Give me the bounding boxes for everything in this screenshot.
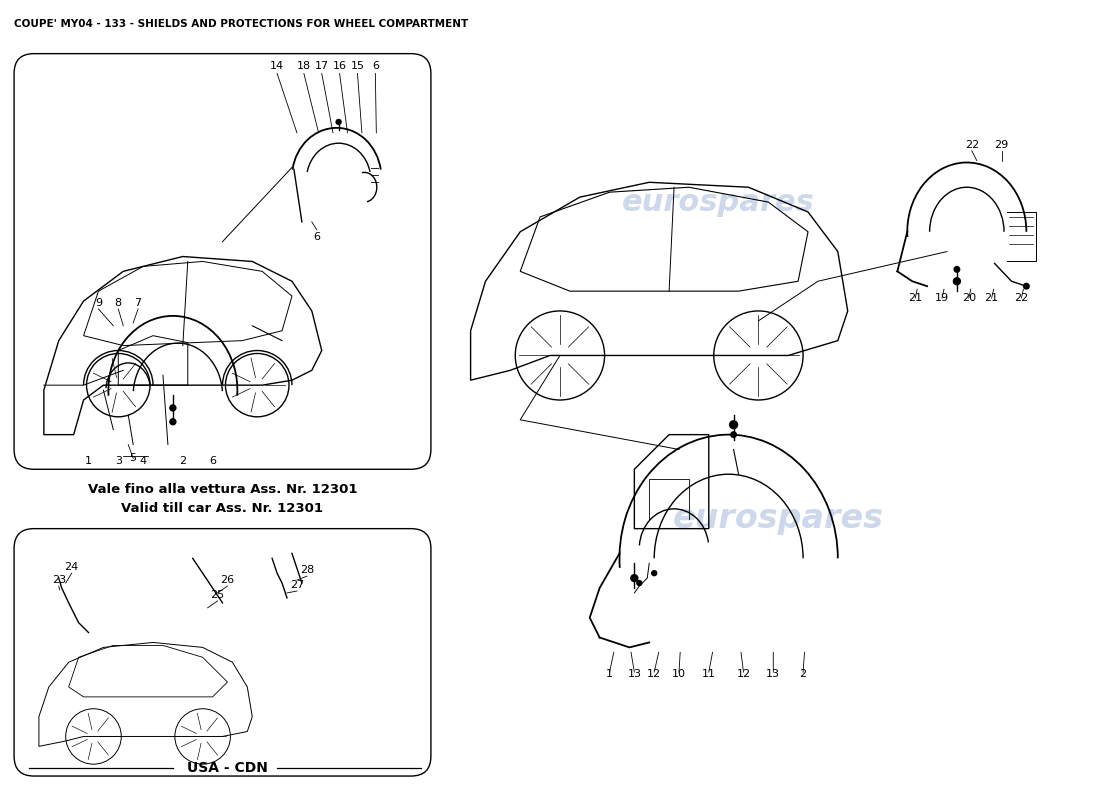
Text: eurospares: eurospares xyxy=(623,187,815,217)
Text: eurospares: eurospares xyxy=(143,646,301,670)
Text: 2: 2 xyxy=(800,669,806,679)
Text: 27: 27 xyxy=(289,580,304,590)
Text: 13: 13 xyxy=(767,669,780,679)
Text: 24: 24 xyxy=(65,562,79,572)
Text: 14: 14 xyxy=(270,62,284,71)
Circle shape xyxy=(730,432,736,438)
Text: Valid till car Ass. Nr. 12301: Valid till car Ass. Nr. 12301 xyxy=(121,502,323,515)
Circle shape xyxy=(337,119,341,125)
Text: Vale fino alla vettura Ass. Nr. 12301: Vale fino alla vettura Ass. Nr. 12301 xyxy=(88,482,358,495)
Text: 6: 6 xyxy=(314,232,320,242)
Text: 11: 11 xyxy=(702,669,716,679)
Text: 29: 29 xyxy=(994,140,1009,150)
Text: 6: 6 xyxy=(209,456,216,466)
Circle shape xyxy=(729,421,738,429)
Text: 15: 15 xyxy=(351,62,364,71)
Text: 21: 21 xyxy=(984,293,999,303)
Text: 21: 21 xyxy=(909,293,922,303)
Text: 10: 10 xyxy=(672,669,686,679)
Text: 1: 1 xyxy=(85,456,92,466)
Text: 28: 28 xyxy=(299,565,314,575)
Text: 23: 23 xyxy=(52,575,66,585)
Text: 22: 22 xyxy=(965,140,979,150)
Circle shape xyxy=(169,405,176,411)
Circle shape xyxy=(954,278,960,285)
FancyBboxPatch shape xyxy=(14,54,431,470)
Text: 5: 5 xyxy=(130,454,136,463)
Circle shape xyxy=(637,581,641,586)
Text: 12: 12 xyxy=(647,669,661,679)
FancyBboxPatch shape xyxy=(14,529,431,776)
Text: eurospares: eurospares xyxy=(103,239,262,263)
Text: 17: 17 xyxy=(315,62,329,71)
Text: 25: 25 xyxy=(210,590,224,600)
Text: 4: 4 xyxy=(140,456,146,466)
Text: 3: 3 xyxy=(114,456,122,466)
Circle shape xyxy=(954,266,959,272)
Text: 19: 19 xyxy=(935,293,949,303)
Text: 20: 20 xyxy=(961,293,976,303)
Text: USA - CDN: USA - CDN xyxy=(187,761,268,775)
Text: 12: 12 xyxy=(737,669,750,679)
Circle shape xyxy=(1024,283,1030,289)
Text: 22: 22 xyxy=(1014,293,1028,303)
Circle shape xyxy=(651,570,657,576)
Text: 13: 13 xyxy=(627,669,641,679)
Text: COUPE' MY04 - 133 - SHIELDS AND PROTECTIONS FOR WHEEL COMPARTMENT: COUPE' MY04 - 133 - SHIELDS AND PROTECTI… xyxy=(14,19,469,29)
Circle shape xyxy=(169,419,176,425)
Text: 8: 8 xyxy=(114,298,122,308)
Text: 16: 16 xyxy=(332,62,346,71)
Text: 2: 2 xyxy=(179,456,186,466)
Text: 1: 1 xyxy=(606,669,613,679)
Text: 7: 7 xyxy=(134,298,142,308)
Text: 26: 26 xyxy=(220,575,234,585)
Text: 6: 6 xyxy=(372,62,378,71)
Text: 9: 9 xyxy=(95,298,102,308)
Circle shape xyxy=(631,574,638,582)
Text: 18: 18 xyxy=(297,62,311,71)
Text: eurospares: eurospares xyxy=(673,502,883,535)
